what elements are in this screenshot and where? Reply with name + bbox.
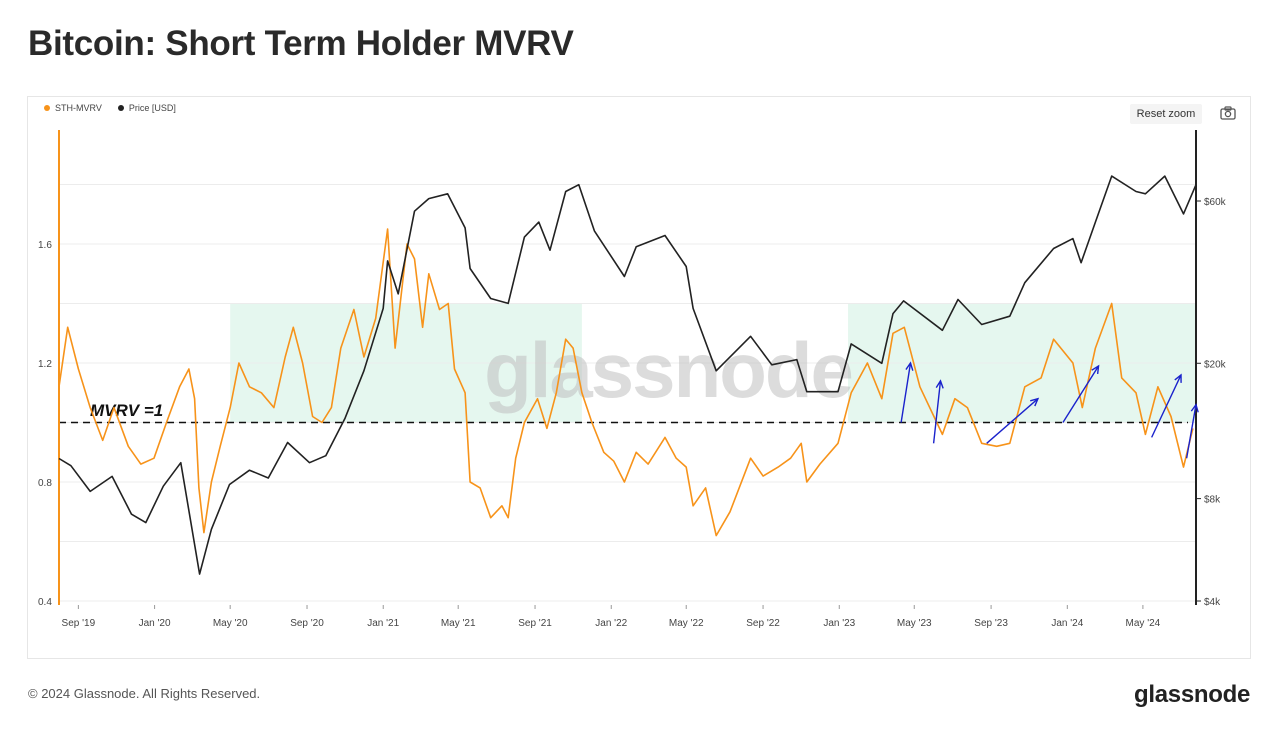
x-tick-2: May '20	[213, 618, 248, 629]
x-tick-5: May '21	[441, 618, 476, 629]
x-tick-7: Jan '22	[595, 618, 627, 629]
x-tick-8: May '22	[669, 618, 704, 629]
annotation-arrow-6	[1185, 404, 1197, 459]
footer-logo: glassnode	[1134, 681, 1250, 708]
x-tick-0: Sep '19	[62, 618, 96, 629]
legend-label-price: Price [USD]	[128, 103, 176, 113]
y-left-tick-1.6: 1.6	[38, 240, 52, 251]
x-tick-13: Jan '24	[1051, 618, 1083, 629]
camera-icon[interactable]	[1220, 106, 1236, 120]
x-tick-3: Sep '20	[290, 618, 324, 629]
y-right-tick-8k: $8k	[1204, 495, 1221, 506]
annotation-arrowhead-3	[1030, 397, 1040, 407]
x-tick-12: Sep '23	[974, 618, 1008, 629]
annotation-arrowhead-6	[1190, 403, 1199, 413]
x-tick-1: Jan '20	[139, 618, 171, 629]
annotation-arrow-4	[1062, 365, 1100, 423]
x-tick-9: Sep '22	[746, 618, 780, 629]
x-tick-6: Sep '21	[518, 618, 552, 629]
annotation-arrow-2	[932, 380, 942, 444]
reset-zoom-button[interactable]: Reset zoom	[1130, 104, 1202, 124]
legend-item-price[interactable]: Price [USD]	[117, 103, 176, 113]
chart-legend: STH-MVRV Price [USD]	[44, 103, 176, 113]
annotation-mvrv-1: MVRV =1	[90, 401, 163, 420]
chart-card: STH-MVRV Price [USD] Reset zoom glassnod…	[27, 96, 1251, 659]
annotation-arrow-1	[900, 362, 912, 423]
y-right-tick-20k: $20k	[1204, 359, 1227, 370]
legend-label-sth-mvrv: STH-MVRV	[55, 103, 102, 113]
annotation-arrowhead-1	[905, 361, 914, 371]
annotation-arrowhead-2	[935, 379, 944, 389]
annotation-arrow-5	[1151, 374, 1182, 438]
annotation-arrow-3	[986, 398, 1039, 444]
y-left-tick-1.2: 1.2	[38, 359, 52, 370]
legend-dot-price	[117, 105, 124, 111]
y-right-tick-4k: $4k	[1204, 597, 1221, 608]
legend-dot-sth-mvrv	[44, 105, 50, 111]
watermark-text: glassnode	[484, 326, 852, 414]
y-right-tick-60k: $60k	[1204, 197, 1227, 208]
x-tick-10: Jan '23	[823, 618, 855, 629]
legend-item-sth-mvrv[interactable]: STH-MVRV	[44, 103, 102, 113]
series-line-sth-mvrv	[58, 228, 1194, 537]
page-title: Bitcoin: Short Term Holder MVRV	[28, 24, 574, 63]
chart-plot: glassnode MVRV =1 0.4 0.8 1.2 1.6 $4k $8k $20k $6…	[38, 130, 1227, 629]
annotation-arrowhead-5	[1174, 373, 1182, 383]
annotation-arrowhead-4	[1091, 364, 1100, 375]
y-left-tick-0.4: 0.4	[38, 597, 52, 608]
x-tick-14: May '24	[1126, 618, 1161, 629]
x-tick-4: Jan '21	[367, 618, 399, 629]
series-line-price	[58, 175, 1197, 575]
y-left-tick-0.8: 0.8	[38, 478, 52, 489]
footer-copyright: © 2024 Glassnode. All Rights Reserved.	[28, 686, 261, 701]
x-tick-11: May '23	[897, 618, 932, 629]
